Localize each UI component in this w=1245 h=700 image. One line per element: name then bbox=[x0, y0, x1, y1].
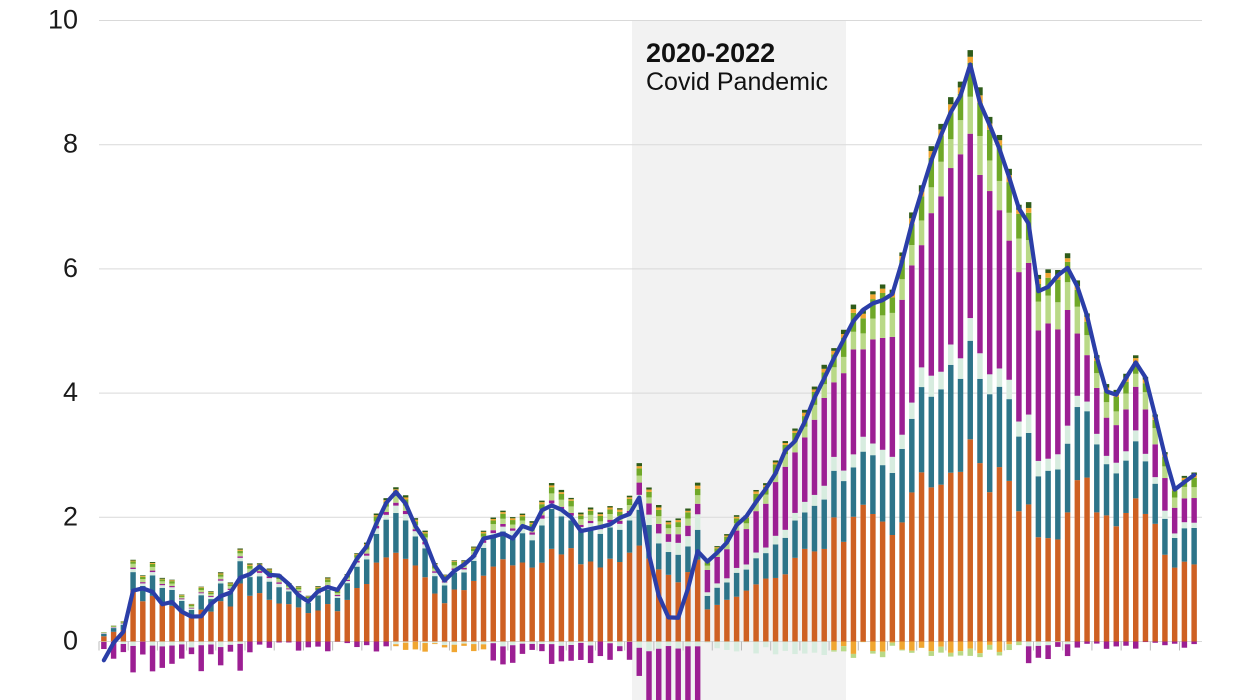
svg-text:2020-2022: 2020-2022 bbox=[646, 38, 775, 68]
svg-text:6: 6 bbox=[63, 253, 78, 283]
svg-text:10: 10 bbox=[48, 5, 78, 35]
svg-text:0: 0 bbox=[63, 626, 78, 656]
svg-text:Covid Pandemic: Covid Pandemic bbox=[646, 68, 828, 96]
svg-text:4: 4 bbox=[63, 377, 78, 407]
svg-text:2: 2 bbox=[63, 501, 78, 531]
svg-text:8: 8 bbox=[63, 129, 78, 159]
